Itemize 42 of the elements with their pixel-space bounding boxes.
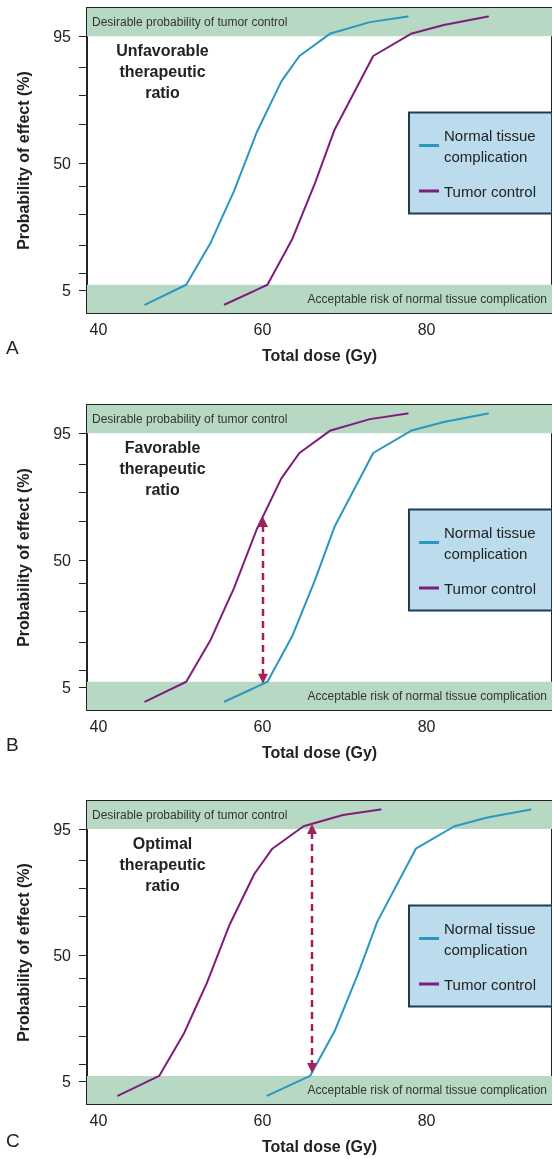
y-axis-title: Probability of effect (%) <box>14 71 32 250</box>
text: A <box>6 337 19 359</box>
text: B <box>6 734 19 756</box>
band-label: Acceptable risk of normal tissue complication <box>307 688 547 703</box>
y-tick-label: 95 <box>53 27 72 45</box>
band-label: Desirable probability of tumor control <box>92 808 288 823</box>
x-tick-label: 60 <box>253 320 272 338</box>
text: C <box>6 1130 20 1152</box>
y-tick-label: 95 <box>53 820 72 838</box>
x-tick-label: 80 <box>417 717 436 735</box>
y-tick-label: 50 <box>53 154 72 172</box>
x-tick-label: 40 <box>89 1111 108 1129</box>
legend-label: Tumor control <box>444 579 536 597</box>
y-tick-label: 50 <box>53 946 72 964</box>
legend-label: Normal tissue complication <box>444 919 540 958</box>
annotation: Unfavorable therapeutic ratio <box>115 41 210 103</box>
y-axis-title: Probability of effect (%) <box>14 863 32 1042</box>
x-tick-label: 40 <box>89 320 108 338</box>
legend-label: Normal tissue complication <box>444 523 540 562</box>
annotation: Favorable therapeutic ratio <box>118 438 207 500</box>
band-label: Desirable probability of tumor control <box>92 15 288 30</box>
x-tick-label: 60 <box>253 1111 272 1129</box>
y-tick-label: 5 <box>62 678 72 696</box>
y-tick-label: 50 <box>53 551 72 569</box>
annotation: Optimal therapeutic ratio <box>118 834 207 896</box>
legend-label: Tumor control <box>444 182 536 200</box>
x-axis-title: Total dose (Gy) <box>261 346 378 364</box>
x-tick-label: 60 <box>253 717 272 735</box>
legend-label: Tumor control <box>444 975 536 993</box>
band-label: Desirable probability of tumor control <box>92 412 288 427</box>
y-tick-label: 5 <box>62 281 72 299</box>
band-label: Acceptable risk of normal tissue complication <box>307 1082 547 1097</box>
legend-label: Normal tissue complication <box>444 126 540 165</box>
y-tick-label: 5 <box>62 1073 72 1091</box>
band-label: Acceptable risk of normal tissue complication <box>307 291 547 306</box>
x-axis-title: Total dose (Gy) <box>261 1137 378 1155</box>
x-tick-label: 80 <box>417 1111 436 1129</box>
x-tick-label: 40 <box>89 717 108 735</box>
y-tick-label: 95 <box>53 424 72 442</box>
x-tick-label: 80 <box>417 320 436 338</box>
y-axis-title: Probability of effect (%) <box>14 468 32 647</box>
x-axis-title: Total dose (Gy) <box>261 743 378 761</box>
